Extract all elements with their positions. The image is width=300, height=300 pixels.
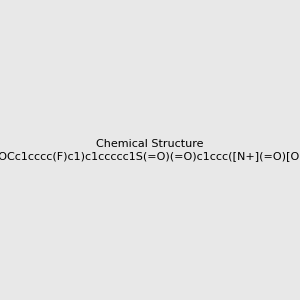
Text: Chemical Structure
O=C(OCc1cccc(F)c1)c1ccccc1S(=O)(=O)c1ccc([N+](=O)[O-])cc1: Chemical Structure O=C(OCc1cccc(F)c1)c1c… xyxy=(0,139,300,161)
